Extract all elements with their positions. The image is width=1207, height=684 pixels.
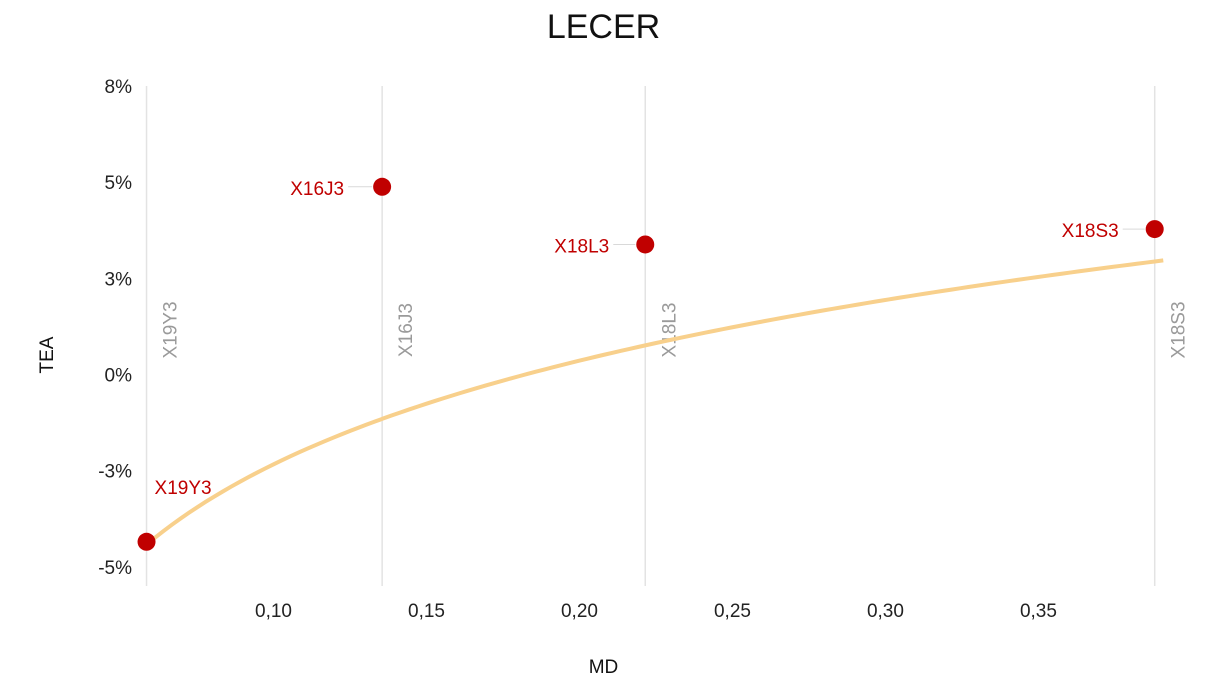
x-tick-label-5: 0,35 [1020, 601, 1057, 622]
y-tick-label-5: -5% [98, 558, 132, 579]
y-tick-label-2: 3% [105, 269, 133, 290]
y-tick-label-1: 5% [105, 173, 133, 194]
y-tick-label-4: -3% [98, 462, 132, 483]
x-tick-label-4: 0,30 [867, 601, 904, 622]
data-label-3: X18S3 [1062, 221, 1119, 242]
data-point-0 [137, 532, 156, 551]
data-point-3 [1145, 220, 1164, 239]
x-tick-label-2: 0,20 [561, 601, 598, 622]
data-point-2 [636, 235, 655, 254]
x-axis-label: MD [588, 657, 619, 678]
y-tick-label-3: 0% [105, 365, 133, 386]
vertical-marker-label-1: X16J3 [396, 303, 417, 357]
chart-title: LECER [546, 8, 661, 46]
x-tick-label-3: 0,25 [714, 601, 751, 622]
data-label-0: X19Y3 [155, 478, 212, 499]
trendline [145, 258, 1164, 547]
data-point-1 [373, 177, 392, 196]
data-label-1: X16J3 [290, 179, 344, 200]
y-tick-label-0: 8% [105, 77, 133, 98]
x-tick-label-0: 0,10 [255, 601, 292, 622]
vertical-marker-label-2: X18L3 [659, 303, 680, 358]
data-label-2: X18L3 [554, 236, 609, 257]
vertical-marker-label-3: X18S3 [1169, 301, 1190, 358]
x-tick-label-1: 0,15 [408, 601, 445, 622]
vertical-marker-label-0: X19Y3 [161, 301, 182, 358]
